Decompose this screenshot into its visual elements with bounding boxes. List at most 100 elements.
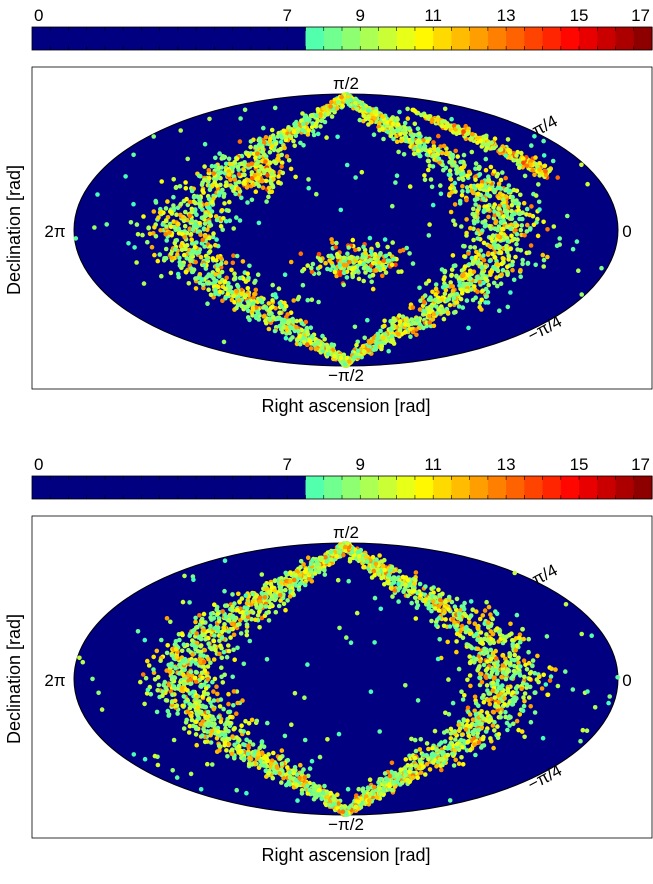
data-point — [222, 340, 227, 345]
data-point — [411, 261, 416, 266]
data-point — [482, 663, 487, 668]
data-point — [537, 167, 542, 172]
colorbar-segment — [68, 476, 87, 499]
data-point — [449, 153, 454, 158]
colorbar-segment — [524, 27, 543, 50]
data-point — [466, 189, 471, 194]
data-point — [345, 251, 350, 256]
data-point — [332, 354, 337, 359]
data-point — [284, 135, 289, 140]
data-point — [299, 251, 304, 256]
data-point — [481, 281, 486, 286]
colorbar-tick-label: 9 — [356, 455, 365, 474]
data-point — [493, 255, 498, 260]
data-point — [266, 195, 271, 200]
data-point — [350, 275, 355, 280]
data-point — [164, 238, 169, 243]
data-point — [422, 173, 427, 178]
data-point — [486, 141, 491, 146]
data-point — [329, 342, 334, 347]
data-point — [316, 132, 321, 137]
data-point — [514, 686, 519, 691]
data-point — [326, 345, 331, 350]
data-point — [542, 153, 547, 158]
data-point — [453, 181, 458, 186]
data-point — [317, 252, 322, 257]
data-point — [182, 235, 187, 240]
colorbar-tick-label: 15 — [570, 455, 589, 474]
data-point — [462, 601, 467, 606]
data-point — [138, 680, 143, 685]
colorbar-segment — [178, 476, 197, 499]
data-point — [565, 214, 570, 219]
data-point — [545, 255, 550, 260]
data-point — [202, 612, 207, 617]
data-point — [471, 298, 476, 303]
data-point — [430, 118, 435, 123]
data-point — [417, 144, 422, 149]
data-point — [176, 222, 181, 227]
data-point — [443, 107, 448, 112]
data-point — [452, 296, 457, 301]
data-point — [501, 259, 506, 264]
data-point — [209, 293, 214, 298]
data-point — [455, 154, 460, 159]
data-point — [207, 236, 212, 241]
data-point — [383, 237, 388, 242]
data-point — [202, 214, 207, 219]
data-point — [369, 340, 374, 345]
data-point — [212, 602, 217, 607]
data-point — [176, 206, 181, 211]
data-point — [234, 711, 239, 716]
data-point — [197, 195, 202, 200]
data-point — [184, 186, 189, 191]
data-point — [254, 181, 259, 186]
data-point — [155, 688, 160, 693]
data-point — [333, 245, 338, 250]
data-point — [209, 214, 214, 219]
data-point — [328, 104, 333, 109]
data-point — [353, 175, 358, 180]
data-point — [271, 185, 276, 190]
data-point — [403, 121, 408, 126]
data-point — [461, 697, 466, 702]
data-point — [261, 305, 266, 310]
data-point — [158, 252, 163, 257]
data-point — [458, 160, 463, 165]
data-point — [471, 207, 476, 212]
data-point — [440, 267, 445, 272]
data-point — [279, 164, 284, 169]
data-point — [506, 148, 511, 153]
data-point — [353, 325, 358, 330]
data-point — [277, 604, 282, 609]
data-point — [305, 298, 310, 303]
data-point — [310, 297, 315, 302]
data-point — [169, 251, 174, 256]
data-point — [486, 177, 491, 182]
data-point — [341, 283, 346, 288]
data-point — [391, 137, 396, 142]
data-point — [427, 314, 432, 319]
data-point — [381, 259, 386, 264]
data-point — [396, 150, 401, 155]
data-point — [188, 200, 193, 205]
data-point — [460, 184, 465, 189]
data-point — [453, 149, 458, 154]
data-point — [267, 309, 272, 314]
data-point — [92, 225, 97, 230]
data-point — [462, 693, 467, 698]
data-point — [514, 242, 519, 247]
data-point — [465, 282, 470, 287]
colorbar-segment — [251, 27, 270, 50]
data-point — [537, 207, 542, 212]
data-point — [306, 132, 311, 137]
data-point — [279, 140, 284, 145]
data-point — [324, 135, 329, 140]
colorbar-tick-label: 0 — [34, 6, 43, 25]
data-point — [195, 251, 200, 256]
data-point — [456, 124, 461, 129]
colorbar-segment — [123, 476, 142, 499]
colorbar-segment — [470, 27, 489, 50]
axis-tick-label-left: 2π — [44, 222, 65, 241]
data-point — [441, 285, 446, 290]
